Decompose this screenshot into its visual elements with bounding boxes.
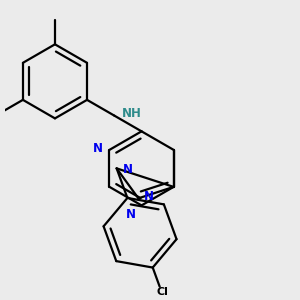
Text: N: N: [122, 163, 132, 176]
Text: N: N: [144, 190, 154, 203]
Text: N: N: [92, 142, 102, 155]
Text: Cl: Cl: [157, 287, 168, 297]
Text: NH: NH: [122, 107, 142, 120]
Text: N: N: [126, 208, 136, 221]
